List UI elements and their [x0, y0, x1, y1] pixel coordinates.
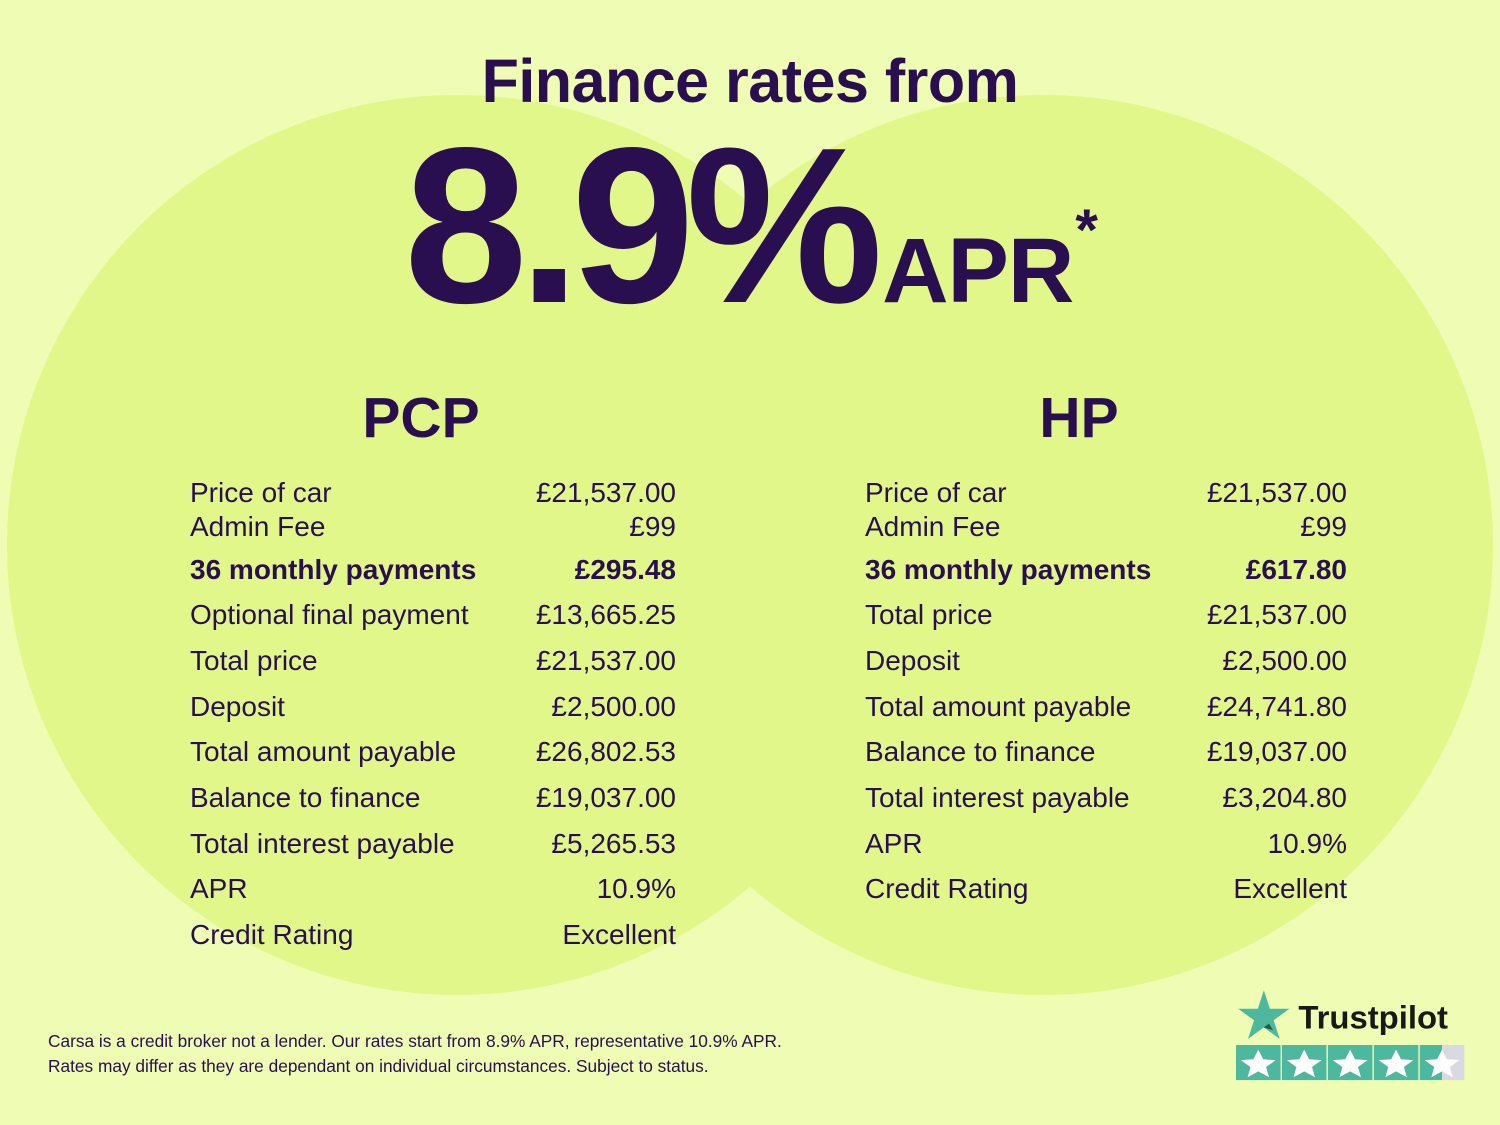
svg-text:Trustpilot: Trustpilot: [1298, 998, 1448, 1035]
